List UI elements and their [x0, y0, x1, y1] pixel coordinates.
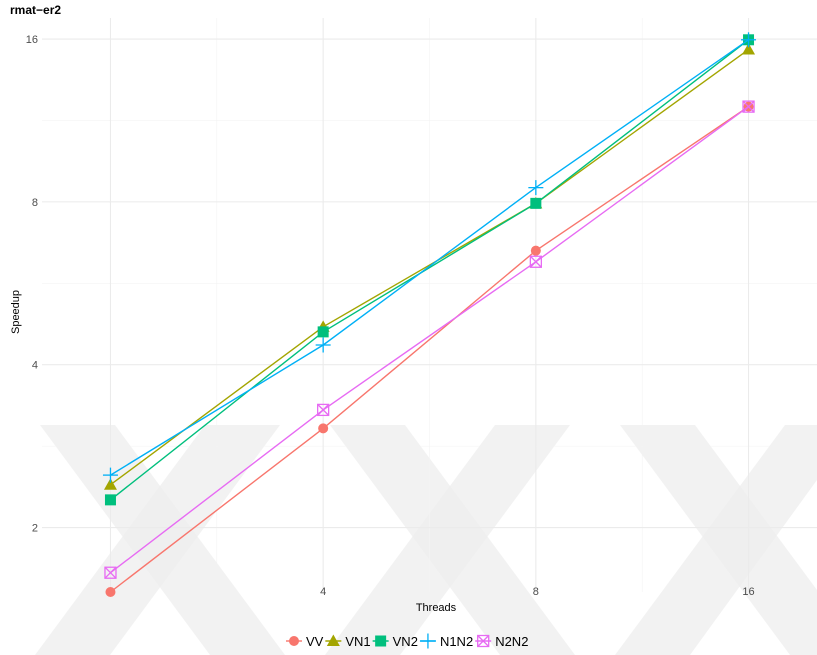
x-tick-label: 4	[320, 586, 326, 598]
series-line-n1n2	[110, 39, 749, 476]
legend: VV VN1 VN2 N1N2 N2N2	[286, 633, 528, 649]
chart-title: rmat−er2	[10, 3, 61, 17]
data-point-n1n2	[102, 467, 118, 483]
data-point-n2n2	[529, 255, 542, 268]
legend-item-vn2: VN2	[372, 634, 418, 649]
data-point-vn1	[742, 43, 756, 55]
x-tick-label: 16	[742, 586, 754, 598]
series-n1n2	[102, 32, 757, 483]
data-point-n1n2	[315, 337, 331, 353]
data-point-vv	[105, 587, 116, 597]
legend-label: N1N2	[440, 634, 473, 649]
data-point-vn2	[317, 326, 329, 338]
data-point-n1n2	[741, 32, 757, 48]
series-line-vv	[110, 106, 749, 593]
watermark	[35, 425, 817, 655]
data-point-n1n2	[528, 180, 544, 196]
legend-item-vn1: VN1	[325, 634, 371, 649]
legend-key-n1n2	[420, 633, 436, 649]
y-tick-label: 2	[32, 523, 38, 535]
y-axis-ticks: 2 4 8 16	[26, 34, 38, 534]
y-axis-title: Speedup	[10, 290, 22, 334]
y-tick-label: 8	[32, 197, 38, 209]
legend-label: N2N2	[495, 634, 528, 649]
data-point-n2n2	[104, 566, 117, 579]
series-line-n2n2	[110, 106, 749, 574]
y-tick-label: 4	[32, 360, 38, 372]
legend-key-n2n2	[477, 634, 490, 648]
legend-label: VV	[306, 634, 324, 649]
data-point-vv	[530, 245, 541, 256]
x-tick-label: 8	[533, 586, 539, 598]
series-layer	[102, 32, 757, 597]
x-axis-title: Threads	[416, 602, 457, 614]
y-tick-label: 16	[26, 34, 38, 46]
data-point-vv	[318, 423, 329, 434]
legend-key-vn1	[326, 634, 340, 646]
legend-item-vv: VV	[286, 634, 324, 649]
legend-key-vn2	[375, 635, 387, 647]
series-line-vn2	[110, 39, 749, 501]
legend-key-vv	[289, 636, 299, 646]
legend-label: VN1	[345, 634, 370, 649]
legend-item-n2n2: N2N2	[475, 634, 528, 649]
data-point-vn2	[104, 494, 116, 506]
legend-item-n1n2: N1N2	[419, 633, 473, 649]
series-line-vn1	[110, 49, 749, 486]
data-point-vn2	[530, 197, 542, 209]
data-point-n2n2	[742, 100, 755, 113]
data-point-n2n2	[317, 403, 330, 417]
data-point-vn1	[103, 478, 117, 490]
legend-label: VN2	[393, 634, 418, 649]
series-n2n2	[104, 100, 755, 579]
